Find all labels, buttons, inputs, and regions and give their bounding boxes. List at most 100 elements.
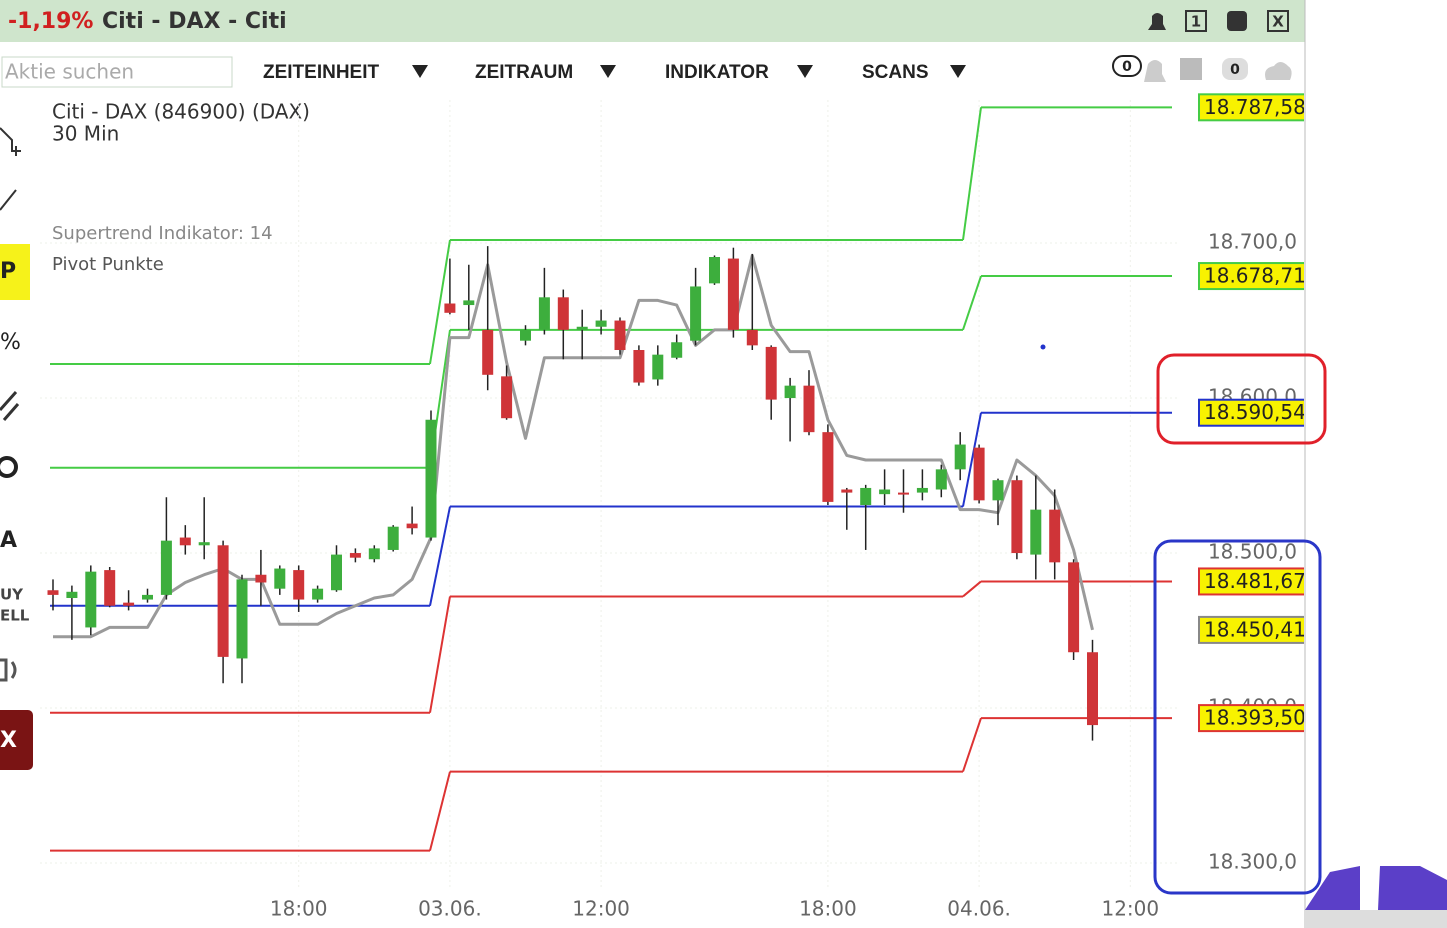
- cloud-icon[interactable]: [1265, 62, 1292, 80]
- window-body: [0, 42, 1305, 928]
- tool-label: %: [0, 330, 21, 355]
- candle-body: [614, 320, 626, 351]
- window-title: Citi - DAX - Citi: [102, 9, 287, 34]
- window-button[interactable]: [1185, 10, 1207, 32]
- candle-body: [935, 469, 947, 490]
- tool-button[interactable]: [0, 244, 30, 300]
- tool-icon[interactable]: [0, 456, 18, 478]
- x-tick-label: 12:00: [572, 897, 630, 921]
- candle-body: [293, 570, 305, 600]
- tool-label: A: [0, 528, 17, 553]
- menu-item[interactable]: INDIKATOR: [665, 62, 769, 83]
- candle-body: [482, 329, 494, 375]
- change: -1,19%: [8, 9, 93, 34]
- alarm-icon[interactable]: [1144, 60, 1166, 82]
- pivot-connector: [962, 580, 982, 598]
- candle-body: [255, 574, 267, 583]
- candle-body: [727, 258, 739, 330]
- candle-body: [47, 590, 59, 595]
- candle-body: [973, 447, 985, 501]
- tool-label: UY: [0, 586, 24, 604]
- candle-body: [1049, 509, 1061, 563]
- menu-item[interactable]: SCANS: [862, 62, 929, 83]
- price-box: [1198, 615, 1304, 644]
- candle-body: [520, 329, 531, 341]
- tool-label: P: [0, 259, 16, 284]
- badge: [1112, 55, 1142, 77]
- window-button[interactable]: [1267, 10, 1289, 32]
- dropdown-arrow[interactable]: [797, 65, 813, 78]
- candle-body: [690, 286, 702, 341]
- title-bar: [0, 0, 1305, 42]
- window-button-label: 1: [1191, 13, 1201, 31]
- tool-icon[interactable]: [0, 391, 20, 421]
- candle-body: [104, 570, 116, 606]
- dropdown-arrow[interactable]: [600, 65, 616, 78]
- candle-body: [406, 523, 418, 529]
- price-box-label: 18.481,67: [1204, 569, 1306, 593]
- candle-body: [709, 257, 720, 284]
- search-placeholder: Aktie suchen: [5, 60, 134, 84]
- candle-body: [1087, 652, 1098, 726]
- window-button-label: X: [1272, 13, 1284, 31]
- candle-body: [142, 594, 153, 600]
- menu-item[interactable]: ZEITEINHEIT: [263, 62, 380, 83]
- candle-body: [746, 329, 758, 346]
- tool-icon[interactable]: [0, 189, 17, 211]
- window-button[interactable]: [1227, 11, 1247, 31]
- badge-label: 0: [1122, 59, 1132, 75]
- alarm-icon[interactable]: [1148, 13, 1166, 30]
- price-box-label: 18.393,50: [1204, 706, 1306, 730]
- badge-label: 0: [1230, 62, 1240, 78]
- candle-body: [217, 545, 229, 657]
- candle-body: [652, 354, 664, 380]
- menu-item[interactable]: ZEITRAUM: [475, 62, 573, 83]
- candle-body: [784, 385, 796, 399]
- candle-body: [879, 489, 891, 495]
- y-tick-label: 18.700,0: [1208, 230, 1297, 254]
- plot-area: 18.300,018.400,018.500,018.600,018.700,0…: [40, 93, 1306, 921]
- price-box-label: 18.590,54: [1204, 400, 1306, 424]
- candle-body: [85, 571, 97, 628]
- decoration: [1305, 866, 1447, 910]
- candle-body: [916, 487, 928, 493]
- pivot-connector: [429, 506, 451, 606]
- status-strip: [1305, 910, 1447, 928]
- dropdown-arrow[interactable]: [412, 65, 428, 78]
- candle-body: [822, 432, 834, 502]
- pivot-connector: [429, 771, 451, 851]
- price-box-label: 18.678,71: [1204, 264, 1306, 288]
- x-tick-label: 12:00: [1101, 897, 1159, 921]
- candle-body: [898, 492, 909, 495]
- pivot-connector: [429, 596, 451, 713]
- chart-title: Citi - DAX (846900) (DAX): [52, 100, 310, 124]
- price-box: [1198, 93, 1304, 122]
- candle-body: [425, 419, 437, 538]
- tool-icon[interactable]: [0, 127, 21, 156]
- pivot-connector: [962, 717, 982, 772]
- dropdown-arrow[interactable]: [950, 65, 966, 78]
- highlight-box: [1153, 539, 1322, 895]
- candle-body: [444, 303, 456, 313]
- tool-button[interactable]: [0, 710, 33, 770]
- candle-body: [803, 385, 815, 433]
- price-box: [1198, 398, 1304, 427]
- pivot-connector: [962, 107, 982, 241]
- price-box-label: 18.787,58: [1204, 95, 1306, 119]
- search-box[interactable]: [1, 56, 233, 88]
- price-box: [1198, 567, 1304, 596]
- x-tick-label: 18:00: [270, 897, 328, 921]
- legend-entry: Pivot Punkte: [52, 254, 164, 275]
- list-icon[interactable]: [1180, 58, 1202, 80]
- x-tick-label: 03.06.: [418, 897, 482, 921]
- highlight-box: [1156, 353, 1327, 445]
- badge: [1222, 58, 1248, 80]
- candle-body: [463, 300, 475, 306]
- candle-body: [595, 320, 607, 327]
- y-tick-label: 18.500,0: [1208, 540, 1297, 564]
- price-box: [1198, 704, 1304, 733]
- sound-icon[interactable]: [0, 658, 17, 682]
- candle-body: [160, 540, 172, 595]
